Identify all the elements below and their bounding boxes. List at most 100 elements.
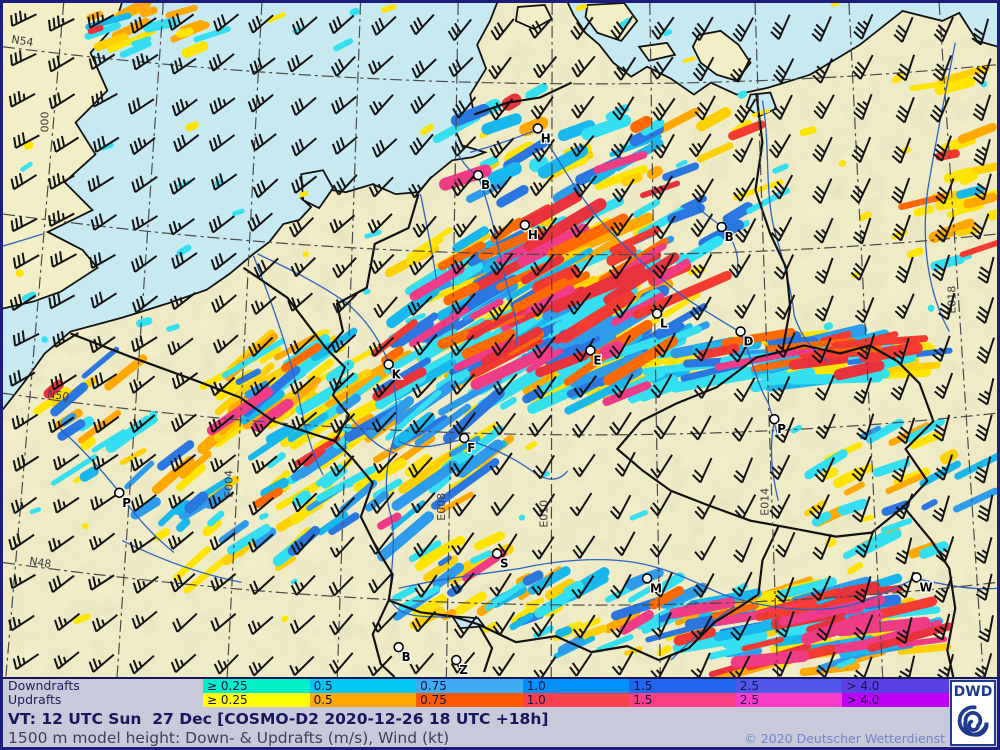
wind-barb [130,494,157,512]
wind-barb [88,574,115,591]
wind-barb [252,178,279,199]
border [242,266,328,351]
country-borders [70,81,957,677]
legend-cell: > 4.0 [842,679,950,693]
border [473,81,573,116]
wind-barb [408,456,433,478]
meridian-line [848,3,884,677]
wind-barb [731,416,754,442]
wind-barb [8,533,35,551]
wind-barb [173,134,200,153]
wind-barb [211,294,237,314]
wind-barb [932,135,953,162]
wind-barb [89,335,116,354]
wind-barb [50,251,77,268]
island-lolland [637,41,677,62]
wind-barb [213,13,240,32]
info-panel: Downdrafts ≥ 0.25 0.5 0.75 1.0 1.5 2.5 > 4.0 U… [3,677,997,747]
wind-barb [172,612,198,633]
city-label: L [660,317,668,331]
wind-barb [170,453,197,473]
wind-barb [690,253,713,279]
wind-barb [729,337,752,363]
wind-barb [734,494,757,520]
wind-barb [248,14,274,34]
wind-barb [129,414,156,433]
wind-barb [895,616,913,644]
wind-barb [974,456,992,484]
wind-barb [531,571,554,596]
wind-barb [53,453,80,471]
wind-barb [329,455,355,477]
wind-barb [691,178,714,203]
legend-cell: 0.75 [416,679,523,693]
wind-barb [88,653,115,673]
wind-barb [610,573,632,599]
wind-barb [851,496,871,523]
wind-barb [891,337,910,365]
wind-barb [328,613,354,636]
wind-barb [533,375,557,400]
city-label: Z [459,663,468,677]
wind-barb [171,251,198,270]
wind-barb [291,492,318,513]
wind-barb [652,572,673,598]
city-marker [393,641,404,653]
wind-barb [729,655,751,677]
wind-barb [210,454,237,473]
wind-barb [853,93,873,121]
wind-barb [328,575,354,597]
wind-barb [489,572,512,597]
wind-barb [88,52,116,71]
wind-barb [412,215,437,238]
city-markers: H B H B L E D K P F P S M W B Z [114,123,934,677]
wind-barb [895,96,915,124]
city-marker [383,359,394,370]
border [616,344,935,538]
wind-barb [90,494,117,511]
wind-barb [167,13,195,31]
wind-barb [171,98,198,117]
longitude-label: E014 [758,488,771,516]
wind-barb [289,614,316,635]
wind-barb [170,57,197,75]
wind-barb [53,496,80,514]
city-marker [458,432,470,444]
wind-barb [90,372,118,390]
wind-barb [932,495,950,523]
latitude-label: N54 [10,33,34,49]
wind-barb [812,178,833,204]
wind-barb [87,175,115,193]
wind-barb [572,614,596,639]
wind-barb [531,536,555,560]
wind-barb [411,610,437,633]
wind-barb [414,574,438,598]
wind-barb [853,576,872,604]
wind-barb [489,452,513,476]
land-masses [3,3,752,310]
wind-barb [613,531,636,557]
wind-barb [931,254,951,282]
wind-barb [408,176,433,199]
wind-barb [450,454,475,478]
wind-barb [250,133,277,152]
wind-barb [932,55,953,82]
border [477,623,494,673]
wind-barb [493,373,518,396]
wind-barb [934,454,954,481]
wind-barb [531,613,555,637]
wind-barb [369,253,395,275]
wind-barb [611,651,634,676]
wind-barb [48,574,75,593]
wind-barb [289,375,316,395]
wind-barb [572,453,596,478]
wind-barb [976,337,995,364]
wind-barb [453,215,478,238]
wind-barb [567,292,592,315]
wind-barb [613,295,637,319]
wind-barb [288,216,315,238]
wind-barb [9,573,36,590]
wind-barb [54,612,81,632]
wind-barb [975,573,993,601]
